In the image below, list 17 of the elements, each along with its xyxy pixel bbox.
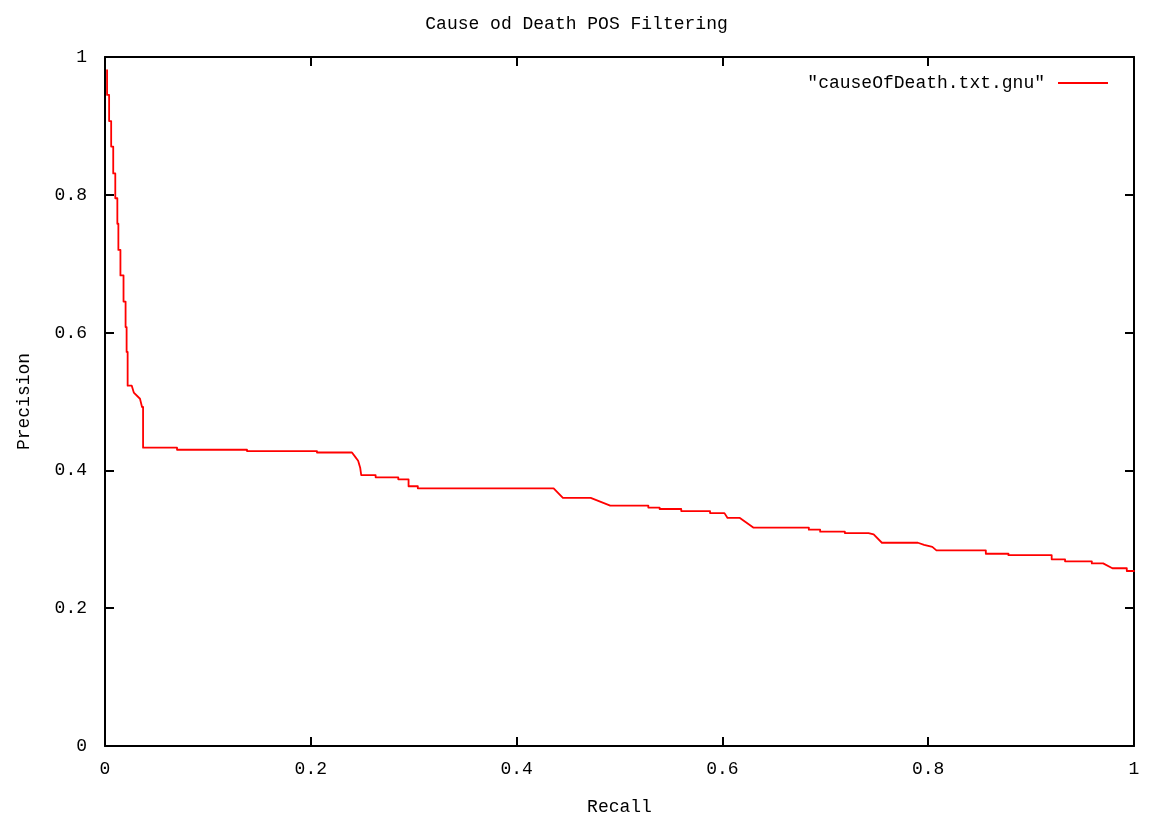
x-tick-label: 0	[99, 759, 111, 779]
y-tick-label: 0	[76, 736, 87, 756]
y-tick-label: 0.8	[54, 184, 87, 205]
y-tick-label: 0.2	[54, 598, 87, 619]
x-tick-label: 0.6	[706, 759, 739, 779]
y-tick-label: 0.4	[54, 460, 87, 481]
chart-title: Cause od Death POS Filtering	[425, 14, 728, 34]
x-tick-label: 1	[1128, 759, 1140, 779]
x-tick-label: 0.8	[912, 759, 945, 779]
x-tick-label: 0.4	[500, 759, 533, 779]
x-axis-title: Recall	[587, 797, 652, 817]
x-tick-label: 0.2	[294, 759, 327, 779]
y-tick-label: 1	[76, 47, 87, 67]
line-series	[106, 69, 1135, 572]
y-tick-label: 0.6	[54, 322, 87, 343]
y-axis-title: Precision	[14, 352, 34, 451]
legend-label: "causeOfDeath.txt.gnu"	[807, 73, 1045, 93]
